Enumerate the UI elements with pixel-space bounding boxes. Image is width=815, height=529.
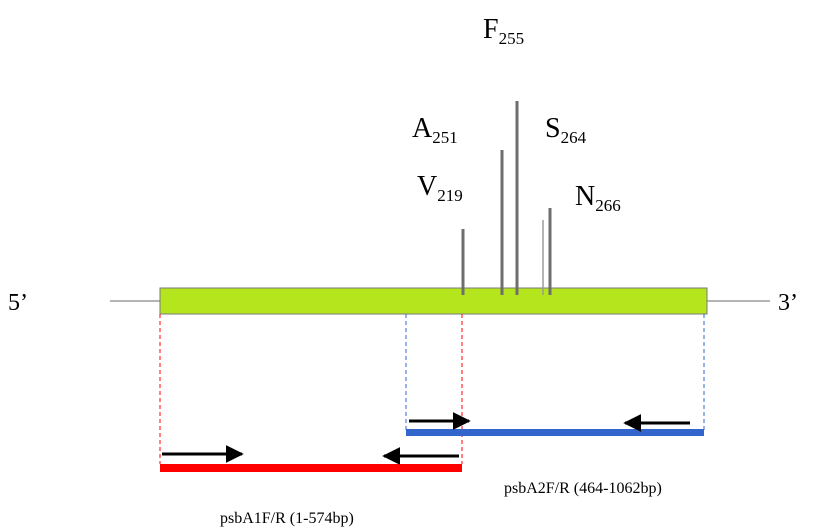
site-number: 219 bbox=[437, 186, 463, 205]
site-letter: F bbox=[483, 14, 499, 45]
amplicon-caption-psba1: psbA1F/R (1-574bp) bbox=[220, 510, 354, 527]
site-number: 251 bbox=[432, 128, 458, 147]
site-label-f255: F255 bbox=[483, 14, 524, 48]
gene-box bbox=[159, 287, 708, 315]
amplicon-bar-psba1 bbox=[160, 464, 462, 472]
site-letter: N bbox=[575, 181, 595, 212]
amplicon-caption-psba2: psbA2F/R (464-1062bp) bbox=[504, 480, 662, 497]
five-prime-label: 5’ bbox=[8, 290, 28, 316]
site-label-s264: S264 bbox=[545, 113, 587, 147]
site-number: 264 bbox=[561, 128, 587, 147]
site-letter: S bbox=[545, 113, 561, 144]
three-prime-label: 3’ bbox=[778, 290, 798, 316]
site-number: 266 bbox=[595, 196, 621, 215]
site-label-v219: V219 bbox=[417, 171, 463, 205]
site-letter: A bbox=[412, 113, 433, 144]
site-label-a251: A251 bbox=[412, 113, 458, 147]
site-number: 255 bbox=[499, 29, 525, 48]
site-letter: V bbox=[417, 171, 437, 202]
site-label-n266: N266 bbox=[575, 181, 621, 215]
amplicon-bar-psba2 bbox=[406, 429, 704, 436]
